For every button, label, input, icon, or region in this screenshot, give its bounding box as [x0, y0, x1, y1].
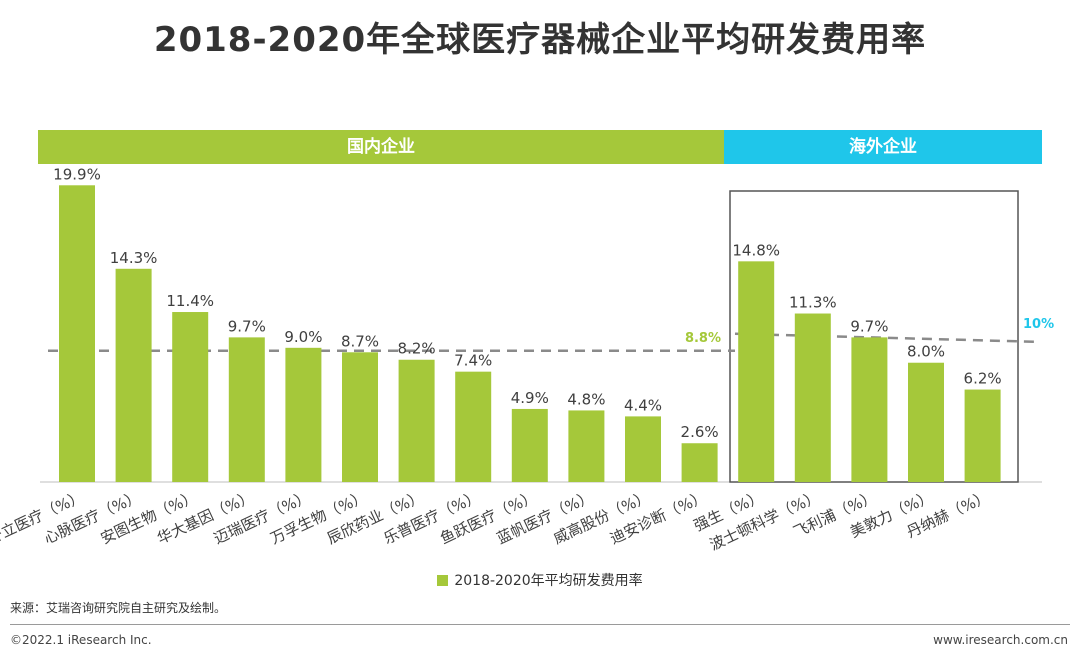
legend-swatch [437, 575, 449, 586]
bar [625, 416, 661, 482]
bar-value-label: 11.4% [166, 292, 214, 310]
bar [681, 443, 718, 482]
bar [794, 313, 831, 482]
bar-value-label: 6.2% [964, 370, 1002, 388]
bar [908, 362, 944, 482]
page-title: 2018-2020年全球医疗器械企业平均研发费用率 [153, 20, 927, 60]
bar-value-label: 14.3% [110, 249, 158, 267]
chart-legend: 2018-2020年平均研发费用率 [0, 570, 1080, 590]
bar-value-label: 9.0% [284, 328, 322, 346]
domestic-average-label: 8.8% [685, 331, 721, 346]
bar [115, 268, 152, 482]
bar [172, 312, 209, 482]
bar [342, 352, 378, 482]
source-note: 来源：艾瑞咨询研究院自主研究及绘制。 [10, 601, 227, 615]
footer-divider [10, 624, 1070, 625]
bar-value-label: 19.9% [53, 165, 101, 183]
copyright-text: ©2022.1 iResearch Inc. [10, 633, 152, 647]
bar [511, 408, 548, 482]
bar-value-label: 8.7% [341, 332, 379, 350]
overseas-average-label: 10% [1023, 317, 1054, 332]
bar-value-label: 11.3% [789, 294, 837, 312]
bar-value-label: 8.2% [398, 340, 436, 358]
bar-value-label: 2.6% [681, 423, 719, 441]
bar-value-label: 7.4% [454, 352, 492, 370]
bar [851, 337, 888, 482]
bar-value-label: 4.9% [511, 389, 549, 407]
bar-value-label: 9.7% [850, 317, 888, 335]
bar [738, 261, 775, 482]
bar [964, 389, 1001, 482]
bar [398, 359, 435, 482]
bar-value-label: 9.7% [228, 317, 266, 335]
bar-value-label: 4.8% [567, 390, 605, 408]
bar-value-label: 14.8% [732, 241, 780, 259]
bar [228, 337, 265, 482]
bar [285, 347, 322, 482]
bar [59, 185, 95, 482]
overseas-group-banner: 海外企业 [724, 130, 1042, 164]
bar-value-label: 4.4% [624, 396, 662, 414]
website-link[interactable]: www.iresearch.com.cn [933, 633, 1068, 647]
bar-value-label: 8.0% [907, 343, 945, 361]
bar [568, 410, 605, 482]
domestic-group-banner: 国内企业 [38, 130, 724, 164]
bar [455, 371, 492, 482]
legend-label: 2018-2020年平均研发费用率 [454, 573, 643, 589]
